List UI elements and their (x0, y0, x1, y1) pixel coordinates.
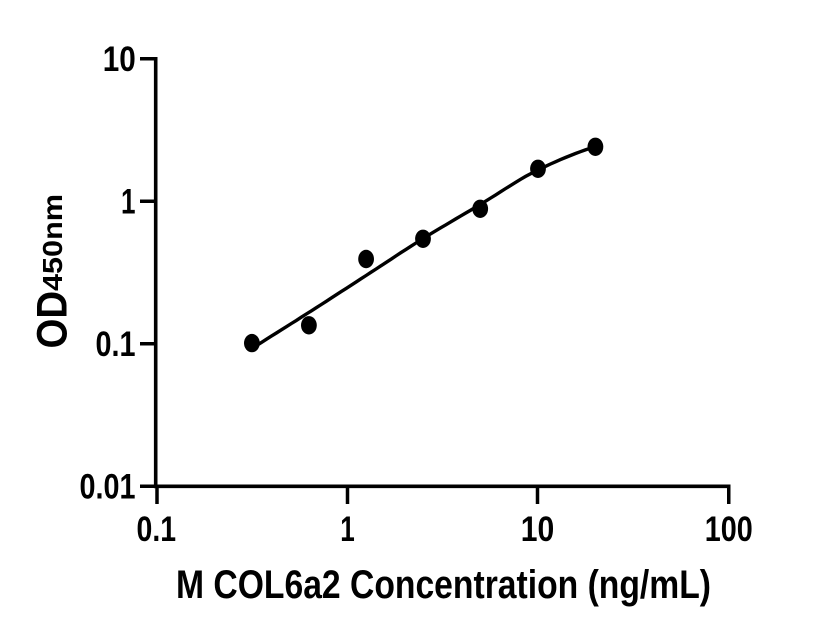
svg-text:1: 1 (340, 510, 355, 549)
svg-text:0.1: 0.1 (137, 510, 177, 549)
svg-text:10: 10 (103, 40, 136, 79)
svg-text:1: 1 (121, 183, 136, 222)
svg-text:100: 100 (705, 510, 753, 549)
svg-text:OD450nm: OD450nm (29, 194, 76, 349)
svg-text:0.01: 0.01 (80, 468, 136, 507)
svg-text:M COL6a2 Concentration (ng/mL): M COL6a2 Concentration (ng/mL) (176, 563, 711, 607)
svg-text:10: 10 (521, 510, 555, 549)
svg-text:0.1: 0.1 (96, 325, 136, 364)
